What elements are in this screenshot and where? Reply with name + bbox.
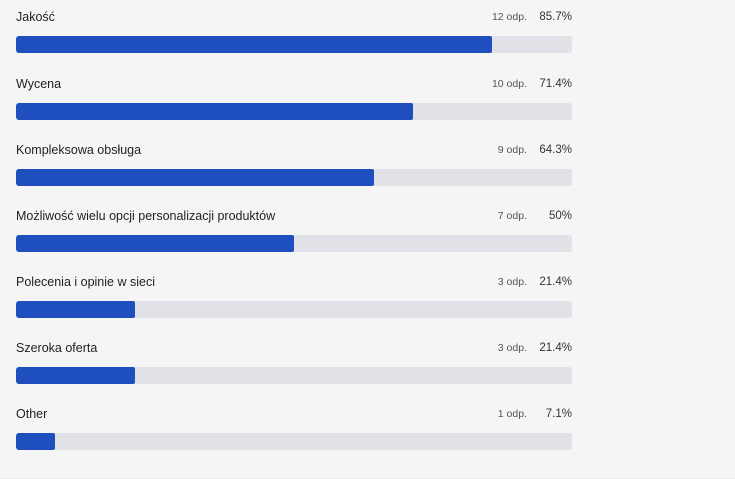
option-label: Wycena [16,77,62,91]
poll-option-row: Możliwość wielu opcji personalizacji pro… [16,208,572,268]
option-count: 10 odp. [491,78,527,90]
option-label: Kompleksowa obsługa [16,143,142,157]
option-count: 3 odp. [497,342,527,354]
poll-option-row: Wycena 10 odp. 71.4% [16,76,572,136]
option-label: Other [16,407,48,421]
option-count: 7 odp. [497,210,527,222]
progress-fill [16,36,493,53]
option-count: 3 odp. [497,276,527,288]
option-percent: 71.4% [539,78,572,90]
progress-fill [16,103,413,120]
progress-fill [16,169,374,186]
progress-fill [16,367,135,384]
progress-track [16,169,572,186]
option-label: Szeroka oferta [16,341,98,355]
poll-option-row: Other 1 odp. 7.1% [16,406,572,466]
progress-track [16,235,572,252]
option-percent: 85.7% [539,11,572,23]
option-percent: 7.1% [545,408,572,420]
option-label: Jakość [16,10,55,24]
progress-track [16,36,572,53]
option-label: Polecenia i opinie w sieci [16,275,155,289]
option-count: 9 odp. [497,144,527,156]
option-count: 12 odp. [491,11,527,23]
poll-option-row: Kompleksowa obsługa 9 odp. 64.3% [16,142,572,202]
progress-track [16,103,572,120]
option-label: Możliwość wielu opcji personalizacji pro… [16,209,276,223]
poll-option-row: Jakość 12 odp. 85.7% [16,9,572,69]
option-percent: 50% [548,210,572,222]
progress-fill [16,301,135,318]
option-percent: 21.4% [539,276,572,288]
option-percent: 21.4% [539,342,572,354]
progress-fill [16,433,56,450]
progress-track [16,367,572,384]
progress-fill [16,235,294,252]
progress-track [16,301,572,318]
poll-option-row: Polecenia i opinie w sieci 3 odp. 21.4% [16,274,572,334]
poll-option-row: Szeroka oferta 3 odp. 21.4% [16,340,572,400]
progress-track [16,433,572,450]
option-count: 1 odp. [497,408,527,420]
option-percent: 64.3% [539,144,572,156]
